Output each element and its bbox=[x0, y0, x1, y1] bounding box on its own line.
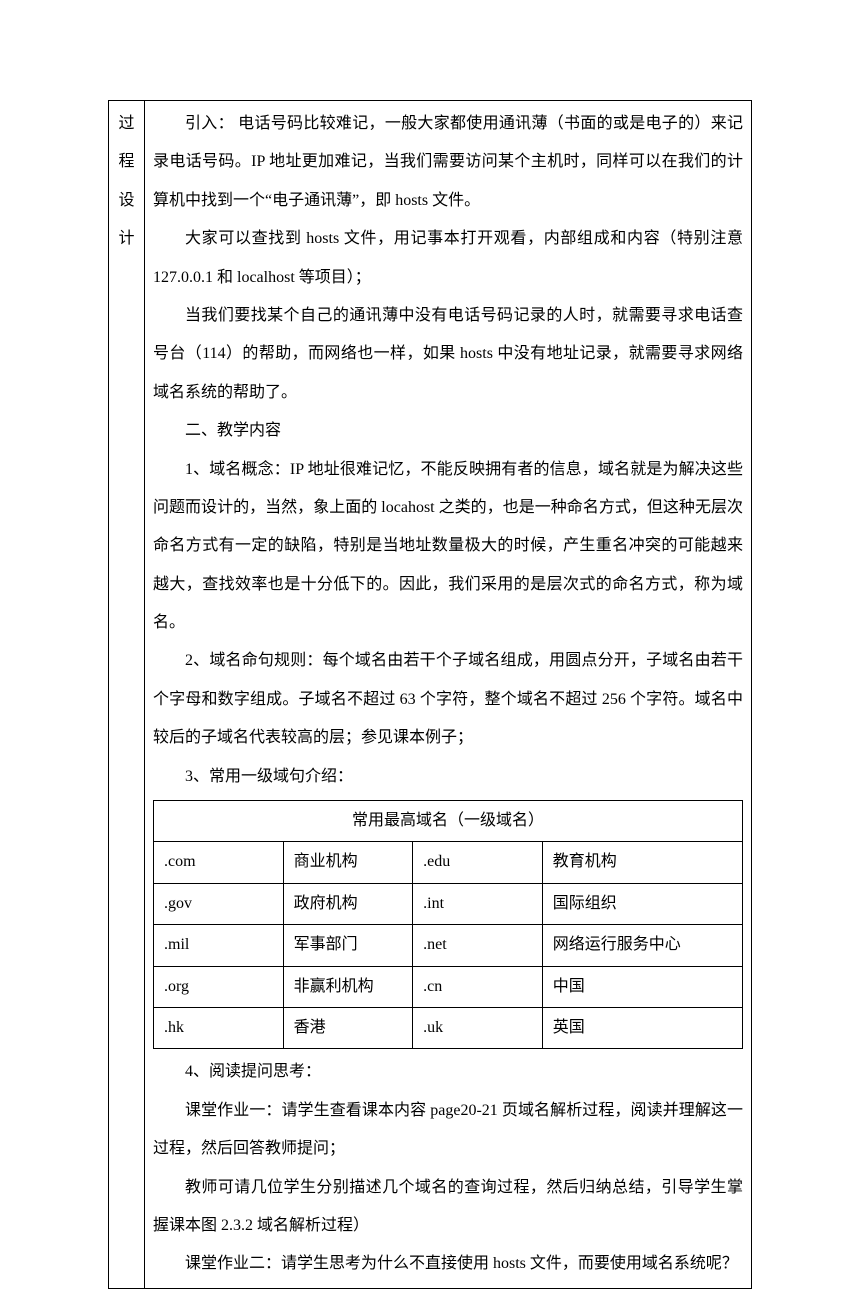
table-row: .org 非赢利机构 .cn 中国 bbox=[154, 966, 743, 1007]
lesson-plan-frame: 过 程 设 计 引入： 电话号码比较难记，一般大家都使用通讯薄（书面的或是电子的… bbox=[108, 100, 752, 1289]
tld-code: .mil bbox=[154, 925, 284, 966]
side-char-3: 设 bbox=[117, 182, 136, 220]
tld-table: 常用最高域名（一级域名） .com 商业机构 .edu 教育机构 .gov 政府… bbox=[153, 800, 743, 1049]
reading-question-heading: 4、阅读提问思考： bbox=[153, 1053, 743, 1091]
tld-desc: 军事部门 bbox=[283, 925, 413, 966]
hosts-file-paragraph: 大家可以查找到 hosts 文件，用记事本打开观看，内部组成和内容（特别注意12… bbox=[153, 220, 743, 297]
tld-desc: 网络运行服务中心 bbox=[542, 925, 742, 966]
side-label-cell: 过 程 设 计 bbox=[109, 101, 145, 1289]
section-2-heading: 二、教学内容 bbox=[153, 412, 743, 450]
tld-code: .com bbox=[154, 842, 284, 883]
tld-code: .uk bbox=[413, 1007, 543, 1048]
tld-desc: 国际组织 bbox=[542, 883, 742, 924]
side-char-1: 过 bbox=[117, 105, 136, 143]
side-char-2: 程 bbox=[117, 143, 136, 181]
tld-code: .edu bbox=[413, 842, 543, 883]
main-content-cell: 引入： 电话号码比较难记，一般大家都使用通讯薄（书面的或是电子的）来记录电话号码… bbox=[145, 101, 752, 1289]
tld-code: .cn bbox=[413, 966, 543, 1007]
tld-desc: 香港 bbox=[283, 1007, 413, 1048]
tld-desc: 政府机构 bbox=[283, 883, 413, 924]
tld-desc: 英国 bbox=[542, 1007, 742, 1048]
intro-paragraph: 引入： 电话号码比较难记，一般大家都使用通讯薄（书面的或是电子的）来记录电话号码… bbox=[153, 105, 743, 220]
phonebook-analogy-paragraph: 当我们要找某个自己的通讯薄中没有电话号码记录的人时，就需要寻求电话查号台（114… bbox=[153, 297, 743, 412]
domain-naming-rule-paragraph: 2、域名命句规则：每个域名由若干个子域名组成，用圆点分开，子域名由若干个字母和数… bbox=[153, 642, 743, 757]
common-tld-intro: 3、常用一级域句介绍： bbox=[153, 758, 743, 796]
tld-code: .net bbox=[413, 925, 543, 966]
table-row: .com 商业机构 .edu 教育机构 bbox=[154, 842, 743, 883]
tld-table-header: 常用最高域名（一级域名） bbox=[154, 801, 743, 842]
tld-desc: 教育机构 bbox=[542, 842, 742, 883]
domain-concept-paragraph: 1、域名概念：IP 地址很难记忆，不能反映拥有者的信息，域名就是为解决这些问题而… bbox=[153, 451, 743, 643]
table-row: .mil 军事部门 .net 网络运行服务中心 bbox=[154, 925, 743, 966]
tld-desc: 商业机构 bbox=[283, 842, 413, 883]
tld-desc: 非赢利机构 bbox=[283, 966, 413, 1007]
tld-desc: 中国 bbox=[542, 966, 742, 1007]
side-char-4: 计 bbox=[117, 220, 136, 258]
tld-code: .hk bbox=[154, 1007, 284, 1048]
classwork-1-paragraph: 课堂作业一：请学生查看课本内容 page20-21 页域名解析过程，阅读并理解这… bbox=[153, 1092, 743, 1169]
table-row: .gov 政府机构 .int 国际组织 bbox=[154, 883, 743, 924]
teacher-instruction-paragraph: 教师可请几位学生分别描述几个域名的查询过程，然后归纳总结，引导学生掌握课本图 2… bbox=[153, 1169, 743, 1246]
tld-code: .org bbox=[154, 966, 284, 1007]
classwork-2-paragraph: 课堂作业二：请学生思考为什么不直接使用 hosts 文件，而要使用域名系统呢？ bbox=[153, 1245, 743, 1283]
tld-code: .int bbox=[413, 883, 543, 924]
tld-table-header-row: 常用最高域名（一级域名） bbox=[154, 801, 743, 842]
tld-code: .gov bbox=[154, 883, 284, 924]
table-row: .hk 香港 .uk 英国 bbox=[154, 1007, 743, 1048]
